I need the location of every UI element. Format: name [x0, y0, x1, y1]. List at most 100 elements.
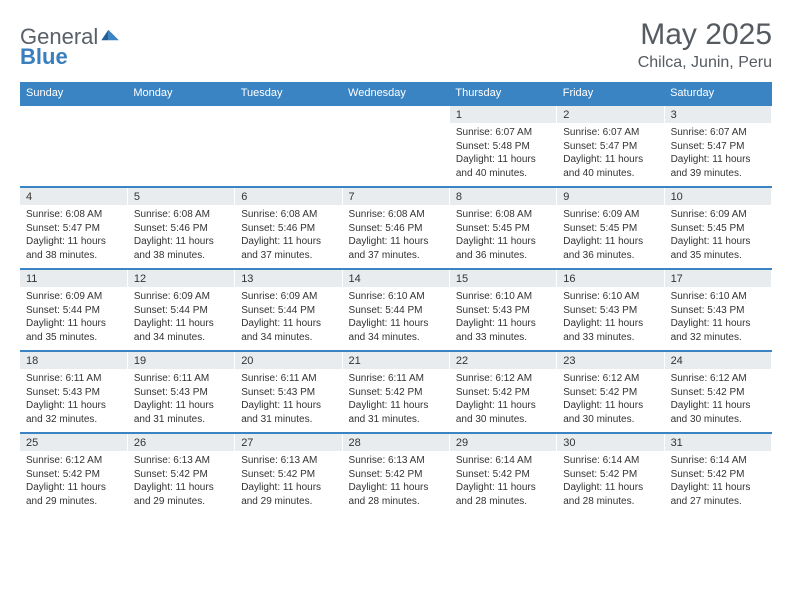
day-detail: Sunrise: 6:11 AMSunset: 5:43 PMDaylight:…: [20, 369, 127, 433]
daylight-text: Daylight: 11 hours and 40 minutes.: [563, 153, 657, 180]
empty-cell: [342, 123, 449, 187]
sunset-text: Sunset: 5:45 PM: [563, 222, 657, 236]
sunset-text: Sunset: 5:43 PM: [241, 386, 335, 400]
day-header: Wednesday: [342, 82, 449, 105]
daylight-text: Daylight: 11 hours and 37 minutes.: [241, 235, 335, 262]
day-detail: Sunrise: 6:11 AMSunset: 5:42 PMDaylight:…: [342, 369, 449, 433]
day-number: 27: [235, 433, 342, 451]
daylight-text: Daylight: 11 hours and 29 minutes.: [26, 481, 121, 508]
sunrise-text: Sunrise: 6:08 AM: [26, 208, 121, 222]
day-detail: Sunrise: 6:14 AMSunset: 5:42 PMDaylight:…: [449, 451, 556, 515]
sunset-text: Sunset: 5:45 PM: [456, 222, 550, 236]
sunset-text: Sunset: 5:47 PM: [563, 140, 657, 154]
daylight-text: Daylight: 11 hours and 38 minutes.: [134, 235, 228, 262]
daylight-text: Daylight: 11 hours and 37 minutes.: [349, 235, 443, 262]
day-header: Monday: [127, 82, 234, 105]
day-number: 6: [235, 187, 342, 205]
daylight-text: Daylight: 11 hours and 31 minutes.: [134, 399, 228, 426]
day-number: 11: [20, 269, 127, 287]
daylight-text: Daylight: 11 hours and 30 minutes.: [456, 399, 550, 426]
day-number: 16: [557, 269, 664, 287]
day-number: 31: [664, 433, 771, 451]
day-number: 23: [557, 351, 664, 369]
day-detail: Sunrise: 6:09 AMSunset: 5:44 PMDaylight:…: [127, 287, 234, 351]
empty-cell: [20, 123, 127, 187]
day-number: 8: [449, 187, 556, 205]
daylight-text: Daylight: 11 hours and 32 minutes.: [26, 399, 121, 426]
sunrise-text: Sunrise: 6:12 AM: [563, 372, 657, 386]
day-number: 9: [557, 187, 664, 205]
day-number: 17: [664, 269, 771, 287]
day-header: Saturday: [664, 82, 771, 105]
sunrise-text: Sunrise: 6:08 AM: [134, 208, 228, 222]
sunrise-text: Sunrise: 6:10 AM: [671, 290, 765, 304]
day-detail: Sunrise: 6:13 AMSunset: 5:42 PMDaylight:…: [342, 451, 449, 515]
daylight-text: Daylight: 11 hours and 40 minutes.: [456, 153, 550, 180]
daylight-text: Daylight: 11 hours and 27 minutes.: [671, 481, 765, 508]
day-detail: Sunrise: 6:10 AMSunset: 5:43 PMDaylight:…: [449, 287, 556, 351]
logo: GeneralBlue: [20, 18, 121, 68]
daylight-text: Daylight: 11 hours and 30 minutes.: [671, 399, 765, 426]
sunset-text: Sunset: 5:42 PM: [241, 468, 335, 482]
daylight-text: Daylight: 11 hours and 28 minutes.: [563, 481, 657, 508]
sunrise-text: Sunrise: 6:11 AM: [241, 372, 335, 386]
day-number-row: 45678910: [20, 187, 772, 205]
day-number-row: 11121314151617: [20, 269, 772, 287]
day-number: 19: [127, 351, 234, 369]
day-detail: Sunrise: 6:13 AMSunset: 5:42 PMDaylight:…: [127, 451, 234, 515]
sunset-text: Sunset: 5:42 PM: [671, 386, 765, 400]
empty-cell: [127, 123, 234, 187]
empty-cell: [235, 105, 342, 123]
daylight-text: Daylight: 11 hours and 35 minutes.: [671, 235, 765, 262]
sunrise-text: Sunrise: 6:12 AM: [456, 372, 550, 386]
sunrise-text: Sunrise: 6:11 AM: [26, 372, 121, 386]
sunset-text: Sunset: 5:45 PM: [671, 222, 765, 236]
day-detail: Sunrise: 6:14 AMSunset: 5:42 PMDaylight:…: [557, 451, 664, 515]
sunrise-text: Sunrise: 6:10 AM: [563, 290, 657, 304]
day-detail-row: Sunrise: 6:09 AMSunset: 5:44 PMDaylight:…: [20, 287, 772, 351]
daylight-text: Daylight: 11 hours and 34 minutes.: [134, 317, 228, 344]
day-number: 13: [235, 269, 342, 287]
sunrise-text: Sunrise: 6:08 AM: [456, 208, 550, 222]
day-number: 12: [127, 269, 234, 287]
daylight-text: Daylight: 11 hours and 34 minutes.: [241, 317, 335, 344]
sunrise-text: Sunrise: 6:09 AM: [671, 208, 765, 222]
day-number: 21: [342, 351, 449, 369]
sunset-text: Sunset: 5:42 PM: [456, 386, 550, 400]
day-number: 10: [664, 187, 771, 205]
day-number-row: 18192021222324: [20, 351, 772, 369]
sunrise-text: Sunrise: 6:11 AM: [349, 372, 443, 386]
sunrise-text: Sunrise: 6:09 AM: [241, 290, 335, 304]
day-detail: Sunrise: 6:12 AMSunset: 5:42 PMDaylight:…: [557, 369, 664, 433]
sunrise-text: Sunrise: 6:08 AM: [349, 208, 443, 222]
daylight-text: Daylight: 11 hours and 36 minutes.: [456, 235, 550, 262]
sunrise-text: Sunrise: 6:11 AM: [134, 372, 228, 386]
day-detail: Sunrise: 6:11 AMSunset: 5:43 PMDaylight:…: [235, 369, 342, 433]
sunrise-text: Sunrise: 6:09 AM: [134, 290, 228, 304]
day-number: 22: [449, 351, 556, 369]
daylight-text: Daylight: 11 hours and 28 minutes.: [349, 481, 443, 508]
empty-cell: [235, 123, 342, 187]
sunset-text: Sunset: 5:46 PM: [134, 222, 228, 236]
day-detail: Sunrise: 6:07 AMSunset: 5:47 PMDaylight:…: [557, 123, 664, 187]
sunrise-text: Sunrise: 6:12 AM: [671, 372, 765, 386]
sunset-text: Sunset: 5:42 PM: [349, 468, 443, 482]
daylight-text: Daylight: 11 hours and 29 minutes.: [241, 481, 335, 508]
day-detail: Sunrise: 6:14 AMSunset: 5:42 PMDaylight:…: [664, 451, 771, 515]
day-detail: Sunrise: 6:11 AMSunset: 5:43 PMDaylight:…: [127, 369, 234, 433]
day-number: 7: [342, 187, 449, 205]
location: Chilca, Junin, Peru: [638, 54, 772, 72]
daylight-text: Daylight: 11 hours and 29 minutes.: [134, 481, 228, 508]
day-detail: Sunrise: 6:13 AMSunset: 5:42 PMDaylight:…: [235, 451, 342, 515]
sunset-text: Sunset: 5:43 PM: [563, 304, 657, 318]
page-title: May 2025: [638, 18, 772, 52]
logo-text-blue: Blue: [20, 46, 121, 68]
day-header: Tuesday: [235, 82, 342, 105]
daylight-text: Daylight: 11 hours and 33 minutes.: [456, 317, 550, 344]
day-detail: Sunrise: 6:08 AMSunset: 5:46 PMDaylight:…: [342, 205, 449, 269]
day-number: 2: [557, 105, 664, 123]
day-header: Thursday: [449, 82, 556, 105]
sunset-text: Sunset: 5:43 PM: [456, 304, 550, 318]
daylight-text: Daylight: 11 hours and 38 minutes.: [26, 235, 121, 262]
sunset-text: Sunset: 5:46 PM: [349, 222, 443, 236]
